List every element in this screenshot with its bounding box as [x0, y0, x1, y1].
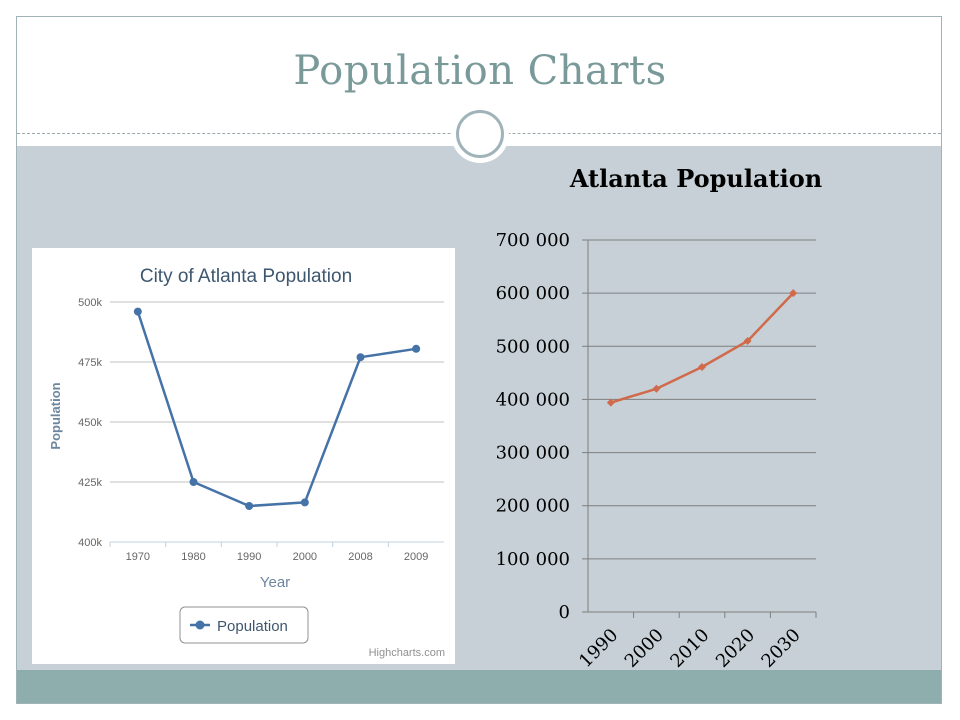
- left-chart-y-tick-label: 475k: [78, 357, 102, 369]
- left-chart-legend[interactable]: Population: [179, 606, 309, 644]
- left-chart-x-axis-label: Year: [260, 574, 290, 591]
- left-chart-y-tick-label: 425k: [78, 477, 102, 489]
- left-chart-x-tick-label: 2000: [293, 551, 317, 563]
- right-chart-y-tick-label: 200 000: [496, 496, 570, 517]
- right-chart-x-tick-label: 2000: [621, 625, 668, 672]
- left-chart-y-axis-label: Population: [48, 382, 63, 449]
- right-chart-x-tick-label: 2030: [757, 625, 804, 672]
- right-chart-point: [652, 384, 661, 393]
- slide-title: Population Charts: [293, 48, 667, 94]
- right-chart-y-ticks: 0 100 000 200 000 300 000 400 000 500 000 600 …: [496, 230, 570, 623]
- left-chart-y-tick-label: 450k: [78, 417, 102, 429]
- left-chart-x-tick-label: 1970: [126, 551, 150, 563]
- left-chart-point: [133, 307, 142, 316]
- right-chart-y-tick-label: 600 000: [496, 283, 570, 304]
- left-chart-x-ticks: 1970 1980 1990 2000 2008 2009: [126, 551, 429, 563]
- right-chart-y-tick-label: 100 000: [496, 549, 570, 570]
- right-chart-y-tick-label: 500 000: [496, 336, 570, 357]
- left-chart-point: [412, 344, 421, 353]
- right-chart-point: [606, 398, 615, 407]
- left-chart-x-tick-label: 2008: [348, 551, 372, 563]
- highcharts-credit[interactable]: Highcharts.com: [369, 647, 445, 659]
- legend-marker-icon: [195, 620, 205, 630]
- legend-box[interactable]: [179, 606, 309, 644]
- right-chart-y-tick-label: 0: [559, 602, 570, 623]
- left-chart-point: [300, 498, 309, 507]
- left-chart-y-ticks: 400k 425k 450k 475k 500k: [78, 297, 102, 549]
- left-chart-y-tick-label: 400k: [78, 537, 102, 549]
- right-chart-x-tick-label: 2020: [712, 625, 759, 672]
- left-chart-x-tick-label: 2009: [404, 551, 428, 563]
- highcharts-panel: City of Atlanta Population 400k 425k 450k 4…: [32, 248, 455, 664]
- right-chart-grid: [582, 239, 817, 618]
- left-chart-grid: [109, 301, 444, 547]
- legend-item-population[interactable]: Population: [217, 618, 288, 635]
- left-chart-y-tick-label: 500k: [78, 297, 102, 309]
- left-chart-series-line: [136, 311, 417, 508]
- right-chart-point: [789, 289, 798, 298]
- left-chart-series: [133, 307, 421, 510]
- right-chart-x-tick-label: 2010: [666, 625, 713, 672]
- right-chart-series-line: [610, 292, 795, 404]
- right-chart-x-tick-label: 1990: [575, 625, 622, 672]
- decorative-ring-inner-icon: [456, 110, 504, 158]
- left-chart-point: [245, 502, 254, 510]
- right-chart-series: [606, 289, 798, 407]
- left-chart-point: [356, 353, 365, 362]
- left-chart-svg: City of Atlanta Population 400k425k450k4…: [48, 266, 445, 659]
- right-chart-point: [698, 363, 706, 372]
- left-chart-x-tick-label: 1990: [237, 551, 261, 563]
- right-chart-point: [743, 336, 752, 345]
- right-chart-title: Atlanta Population: [569, 164, 822, 193]
- left-chart-point: [189, 478, 198, 486]
- right-chart-y-tick-label: 700 000: [496, 230, 570, 251]
- left-chart-x-tick-label: 1980: [181, 551, 205, 563]
- footer-band: [17, 670, 941, 703]
- right-chart-y-tick-label: 400 000: [496, 389, 570, 410]
- left-chart-title: City of Atlanta Population: [140, 266, 352, 287]
- right-chart-y-tick-label: 300 000: [496, 443, 570, 464]
